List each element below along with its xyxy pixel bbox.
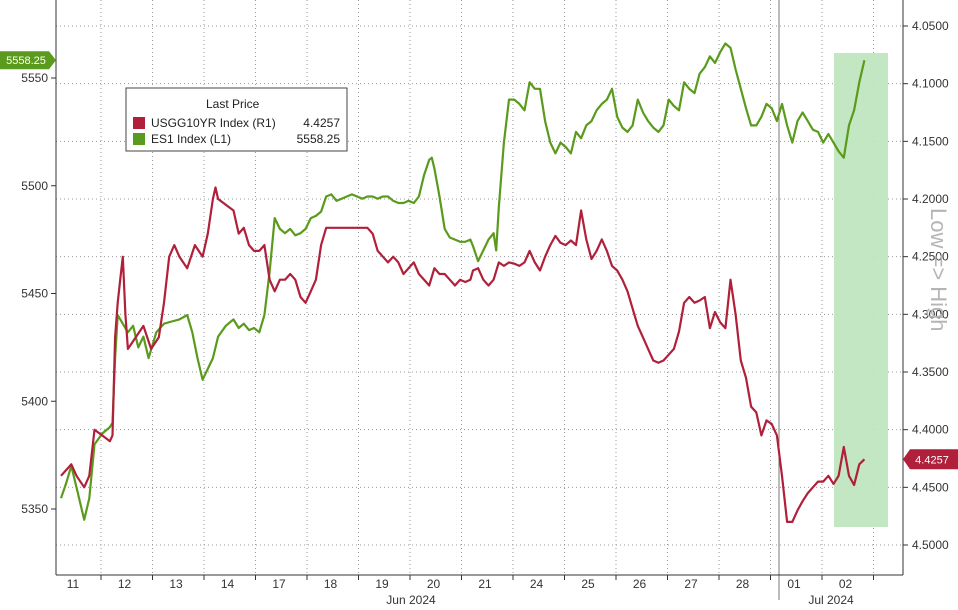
x-tick-label: 17 (272, 577, 286, 591)
right-tick-label: 4.4500 (912, 480, 949, 494)
x-tick-label: 14 (221, 577, 235, 591)
x-tick-label: 13 (169, 577, 183, 591)
annotation: Low => High (926, 208, 951, 332)
right-tick-label: 4.0500 (912, 19, 949, 33)
x-tick-label: 20 (427, 577, 441, 591)
x-tick-label: 01 (787, 577, 801, 591)
x-tick-label: 11 (67, 577, 80, 591)
x-axis: 11 12 13 14 17 18 19 20 21 24 25 26 27 28 01 02 Jun 2024… (67, 575, 874, 607)
es1-price-tag-label: 5558.25 (6, 55, 46, 67)
x-tick-label: 26 (633, 577, 647, 591)
x-tick-label: 21 (478, 577, 492, 591)
legend-swatch (133, 117, 145, 129)
x-tick-label: 12 (118, 577, 132, 591)
us10y-price-tag-label: 4.4257 (915, 454, 949, 466)
x-tick-label: 24 (530, 577, 544, 591)
left-tick-label: 5500 (21, 179, 48, 193)
es1-price-tag (0, 51, 56, 70)
legend: Last Price USGG10YR Index (R1) 4.4257 ES1 I… (125, 87, 348, 152)
series-line-es1 (59, 42, 866, 521)
right-tick-label: 4.2000 (912, 192, 949, 206)
x-tick-label: 19 (375, 577, 389, 591)
right-tick-label: 4.1500 (912, 134, 949, 148)
legend-value: 4.4257 (303, 116, 340, 130)
legend-label: USGG10YR Index (R1) (151, 116, 276, 130)
legend-title: Last Price (206, 97, 260, 111)
axis-frame (55, 0, 904, 600)
x-month-label: Jul 2024 (808, 593, 854, 607)
right-tick-label: 4.5000 (912, 538, 949, 552)
legend-box (125, 87, 348, 152)
x-tick-label: 28 (736, 577, 750, 591)
right-tick-label: 4.2500 (912, 250, 949, 264)
series-line-us10y (60, 186, 866, 524)
left-axis: 5350 5400 5450 5500 5550 (21, 71, 56, 516)
legend-value: 5558.25 (297, 132, 341, 146)
x-month-label: Jun 2024 (386, 593, 436, 607)
right-tick-label: 4.1000 (912, 77, 949, 91)
x-tick-label: 25 (581, 577, 595, 591)
last-price-tags: 5558.25 4.4257 (0, 51, 958, 470)
grid-lines (56, 0, 903, 575)
right-tick-label: 4.4000 (912, 423, 949, 437)
axis-direction-annotation: Low => High (926, 208, 951, 332)
legend-label: ES1 Index (L1) (151, 132, 231, 146)
x-tick-label: 02 (839, 577, 853, 591)
right-axis: 4.0500 4.1000 4.1500 4.2000 4.2500 4.3000 4.35… (903, 19, 949, 552)
left-tick-label: 5450 (21, 287, 48, 301)
left-tick-label: 5400 (21, 394, 48, 408)
left-tick-label: 5550 (21, 71, 48, 85)
x-tick-label: 18 (324, 577, 338, 591)
x-tick-label: 27 (684, 577, 698, 591)
series-lines (59, 42, 866, 524)
right-tick-label: 4.3000 (912, 307, 949, 321)
right-tick-label: 4.3500 (912, 365, 949, 379)
us10y-price-tag (903, 449, 958, 470)
left-tick-label: 5350 (21, 502, 48, 516)
legend-swatch (133, 133, 145, 145)
